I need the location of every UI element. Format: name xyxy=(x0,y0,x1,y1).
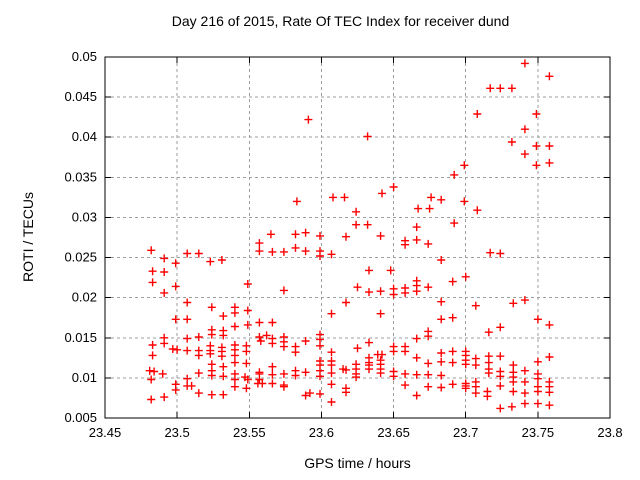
axis-tick-marks xyxy=(104,56,611,419)
x-tick-label: 23.5 xyxy=(164,425,189,440)
x-tick-label: 23.45 xyxy=(89,425,122,440)
data-points xyxy=(145,59,554,413)
y-tick-label: 0.02 xyxy=(72,290,97,305)
grid-lines xyxy=(105,57,610,418)
y-tick-label: 0.005 xyxy=(64,410,97,425)
y-tick-label: 0.05 xyxy=(72,49,97,64)
x-tick-label: 23.75 xyxy=(522,425,555,440)
y-tick-label: 0.04 xyxy=(72,129,97,144)
x-tick-label: 23.7 xyxy=(453,425,478,440)
x-tick-label: 23.55 xyxy=(233,425,266,440)
plot-border xyxy=(104,56,611,419)
y-tick-label: 0.015 xyxy=(64,330,97,345)
x-tick-label: 23.6 xyxy=(309,425,334,440)
y-tick-label: 0.025 xyxy=(64,250,97,265)
y-tick-label: 0.045 xyxy=(64,89,97,104)
x-tick-label: 23.8 xyxy=(597,425,622,440)
y-tick-label: 0.035 xyxy=(64,169,97,184)
chart-title: Day 216 of 2015, Rate Of TEC Index for r… xyxy=(171,13,510,29)
axis-tick-labels: 23.45 23.5 23.55 23.6 23.65 23.7 23.75 23.8 0.00… xyxy=(64,49,622,440)
y-tick-label: 0.01 xyxy=(72,370,97,385)
x-axis-label: GPS time / hours xyxy=(304,455,411,471)
y-tick-label: 0.03 xyxy=(72,209,97,224)
x-tick-label: 23.65 xyxy=(377,425,410,440)
